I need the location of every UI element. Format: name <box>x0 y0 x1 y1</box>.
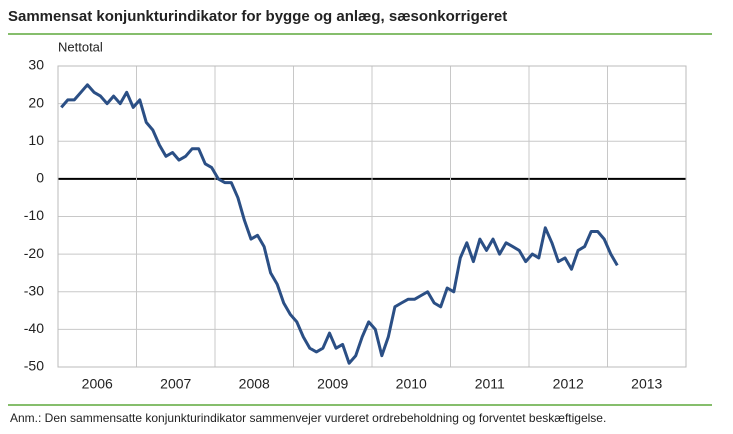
y-tick-label: -20 <box>24 245 44 261</box>
y-tick-label: 10 <box>28 132 44 148</box>
x-tick-label: 2007 <box>160 376 191 392</box>
x-tick-label: 2008 <box>239 376 270 392</box>
y-tick-label: -10 <box>24 207 44 223</box>
y-tick-label: 20 <box>28 94 44 110</box>
x-tick-label: 2009 <box>317 376 348 392</box>
y-tick-label: 30 <box>28 57 44 73</box>
x-tick-label: 2011 <box>475 376 505 392</box>
y-tick-label: -30 <box>24 282 44 298</box>
x-tick-label: 2013 <box>631 376 662 392</box>
x-tick-label: 2012 <box>553 376 584 392</box>
x-tick-label: 2010 <box>396 376 427 392</box>
y-tick-label: -50 <box>24 358 44 374</box>
note: Anm.: Den sammensatte konjunkturindikato… <box>10 411 606 425</box>
plot-frame <box>57 65 687 368</box>
y-axis-label: Nettotal <box>58 39 103 54</box>
data-line <box>60 83 619 365</box>
y-tick-label: 0 <box>36 170 44 186</box>
chart-title: Sammensat konjunkturindikator for bygge … <box>8 8 507 25</box>
x-tick-label: 2006 <box>82 376 113 392</box>
y-tick-label: -40 <box>24 320 44 336</box>
